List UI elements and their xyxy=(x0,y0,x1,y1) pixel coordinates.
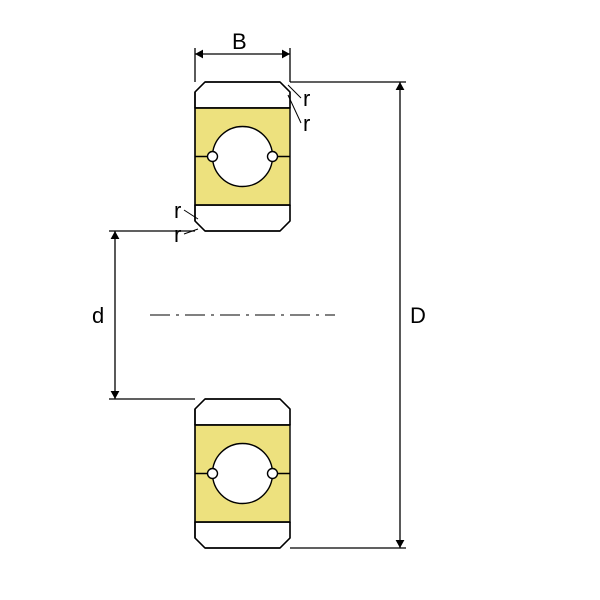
dim-label-D: D xyxy=(410,305,426,327)
dim-label-d: d xyxy=(92,305,104,327)
radius-label: r xyxy=(303,88,310,110)
radius-label: r xyxy=(303,113,310,135)
radius-label: r xyxy=(174,200,181,222)
radius-label: r xyxy=(174,224,181,246)
diagram-stage: B D d r r r r xyxy=(0,0,600,600)
bearing-cross-section xyxy=(0,0,600,600)
dim-label-B: B xyxy=(232,31,247,53)
